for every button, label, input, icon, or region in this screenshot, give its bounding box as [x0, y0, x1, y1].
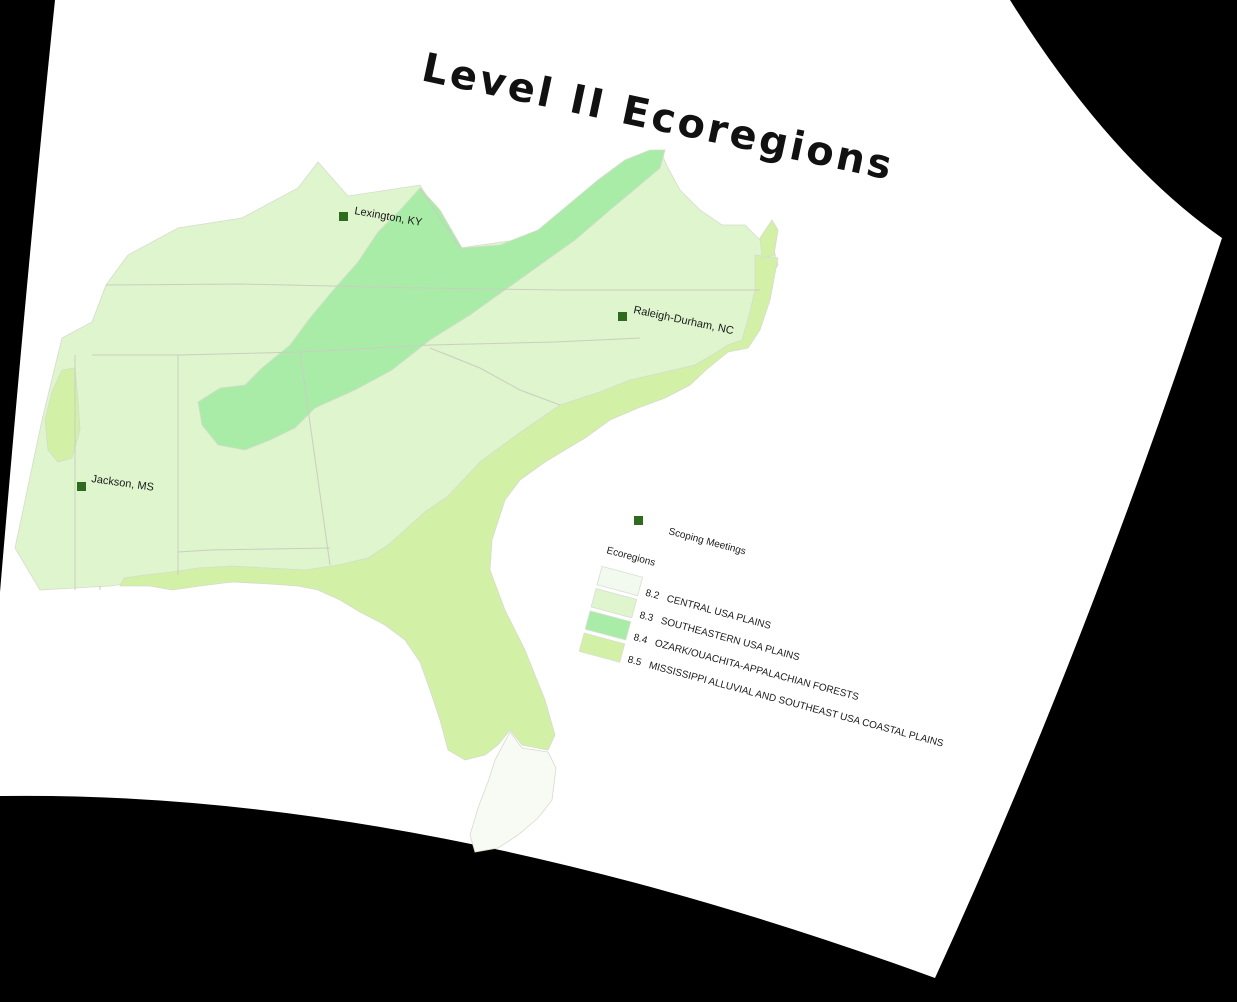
- ecoregion-8-5-delmarva[interactable]: [759, 219, 779, 259]
- legend-swatch-8-4: [584, 610, 632, 641]
- legend-swatch-8-5: [578, 632, 626, 663]
- legend-swatch-8-2: [596, 565, 644, 597]
- ecoregion-8-5-mississippi-alluvial[interactable]: [44, 367, 81, 463]
- legend-code-8-3: 8.3: [638, 610, 655, 624]
- ecoregion-8-5-atlantic-coastal[interactable]: [119, 254, 779, 761]
- lexington-marker[interactable]: [339, 212, 348, 221]
- legend-code-8-2: 8.2: [644, 588, 661, 602]
- legend-code-8-5: 8.5: [626, 654, 643, 668]
- raleigh-durham-marker[interactable]: [618, 312, 627, 321]
- legend-code-8-4: 8.4: [632, 632, 649, 646]
- scoping-meetings-legend-marker: [634, 516, 643, 525]
- legend-swatch-8-3: [590, 588, 638, 619]
- state-boundaries: [74, 187, 760, 590]
- jackson-marker[interactable]: [77, 482, 86, 491]
- ecoregion-8-4-appalachian-forests[interactable]: [197, 149, 666, 451]
- ecoregion-8-2-florida-tip[interactable]: [469, 731, 557, 853]
